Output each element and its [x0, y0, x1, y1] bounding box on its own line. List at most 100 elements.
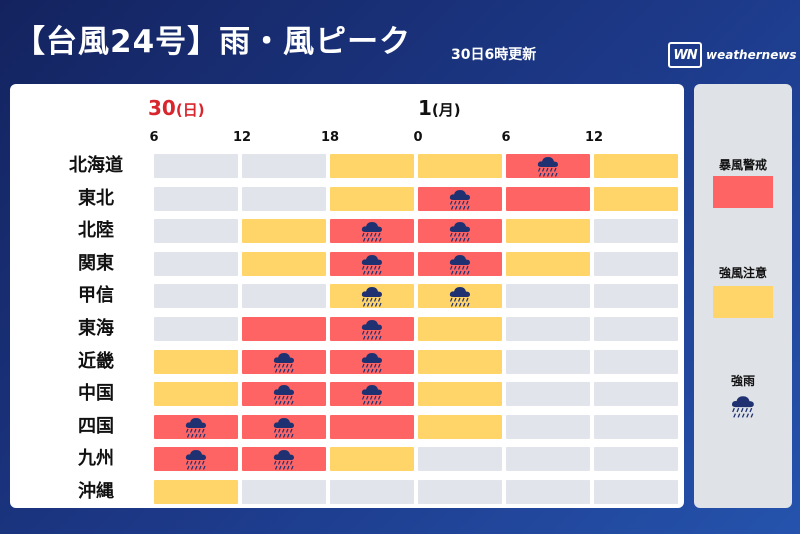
forecast-cell [154, 414, 238, 439]
forecast-cell [242, 317, 326, 341]
forecast-cell [418, 349, 502, 374]
legend-warning-label: 暴風警戒 [718, 158, 767, 172]
rain-cloud-icon [360, 351, 384, 373]
forecast-cell [506, 349, 590, 374]
rain-cloud-icon [448, 285, 472, 308]
rain-cloud-icon [360, 285, 384, 308]
forecast-cell [594, 447, 678, 472]
forecast-cell [506, 219, 590, 244]
region-label: 四国 [78, 415, 114, 437]
forecast-cell [330, 414, 414, 439]
forecast-cell [418, 154, 502, 178]
region-label: 北海道 [69, 155, 123, 176]
forecast-cell [506, 414, 590, 439]
forecast-cell [330, 480, 414, 504]
legend-warning-swatch [713, 176, 773, 208]
forecast-cell [242, 480, 326, 504]
forecast-cell [418, 186, 502, 211]
region-label: 北陸 [78, 220, 114, 242]
rain-cloud-icon [272, 351, 296, 373]
forecast-cell [242, 382, 326, 407]
forecast-cell [154, 186, 238, 211]
logo-text: weathernews [706, 48, 797, 62]
forecast-cell [594, 382, 678, 407]
forecast-cell [506, 447, 590, 472]
forecast-cell [418, 219, 502, 244]
forecast-cell [506, 480, 590, 504]
forecast-cell [154, 480, 238, 504]
rain-cloud-icon [360, 318, 384, 340]
forecast-cell [594, 349, 678, 374]
forecast-cell [594, 284, 678, 309]
hour-tick: 0 [413, 130, 423, 145]
forecast-cell [330, 349, 414, 374]
rain-cloud-icon [536, 155, 560, 177]
forecast-cell [242, 154, 326, 178]
forecast-cell [418, 382, 502, 407]
rain-cloud-icon [360, 383, 384, 405]
region-label: 東北 [78, 187, 114, 209]
forecast-cell [418, 317, 502, 341]
day-label-1: 1(月) [418, 96, 461, 120]
forecast-cell [154, 447, 238, 472]
hour-tick: 6 [149, 130, 159, 145]
forecast-cell [594, 154, 678, 178]
forecast-cell [330, 251, 414, 276]
forecast-cell [418, 251, 502, 276]
forecast-cell [330, 284, 414, 309]
rain-cloud-icon [448, 220, 472, 242]
forecast-cell [154, 349, 238, 374]
rain-cloud-icon [448, 253, 472, 275]
region-label: 九州 [78, 448, 114, 470]
forecast-cell [506, 382, 590, 407]
forecast-cell [242, 447, 326, 472]
region-label: 沖縄 [78, 481, 114, 502]
forecast-cell [154, 284, 238, 309]
region-label: 東海 [78, 318, 114, 339]
rain-cloud-icon [272, 416, 296, 438]
forecast-cell [154, 317, 238, 341]
forecast-cell [506, 251, 590, 276]
forecast-cell [154, 251, 238, 276]
forecast-cell [330, 382, 414, 407]
forecast-cell [506, 154, 590, 178]
forecast-cell [330, 186, 414, 211]
legend-caution-swatch [713, 286, 773, 318]
rain-cloud-icon [184, 416, 208, 438]
rain-cloud-icon [448, 188, 472, 210]
forecast-cell [594, 414, 678, 439]
hour-tick: 12 [584, 130, 604, 145]
forecast-cell [330, 447, 414, 472]
hour-tick: 18 [320, 130, 340, 145]
forecast-cell [506, 317, 590, 341]
forecast-cell [594, 317, 678, 341]
forecast-cell [594, 219, 678, 244]
legend-rain-label: 強雨 [730, 374, 755, 388]
forecast-cell [154, 382, 238, 407]
forecast-cell [418, 480, 502, 504]
legend-caution-label: 強風注意 [718, 266, 767, 280]
hour-tick: 12 [232, 130, 252, 145]
forecast-cell [330, 317, 414, 341]
update-time: 30日6時更新 [451, 47, 537, 63]
forecast-cell [506, 186, 590, 211]
forecast-cell [154, 154, 238, 178]
rain-cloud-icon [272, 448, 296, 471]
rain-cloud-icon [360, 220, 384, 242]
weathernews-logo: WN weathernews [668, 40, 797, 70]
forecast-cell [330, 154, 414, 178]
day-label-30: 30(日) [148, 96, 205, 120]
region-label: 関東 [78, 252, 114, 274]
forecast-cell [242, 414, 326, 439]
rain-cloud-icon [360, 253, 384, 275]
forecast-cell [418, 447, 502, 472]
forecast-cell [242, 251, 326, 276]
rain-cloud-icon [184, 448, 208, 471]
forecast-cell [418, 284, 502, 309]
rain-cloud-icon [272, 383, 296, 405]
forecast-cell [594, 480, 678, 504]
legend-panel: 暴風警戒 強風注意 強雨 [694, 84, 792, 508]
forecast-cell [594, 186, 678, 211]
forecast-cell [242, 284, 326, 309]
page-title: 【台風24号】雨・風ピーク [14, 24, 412, 60]
